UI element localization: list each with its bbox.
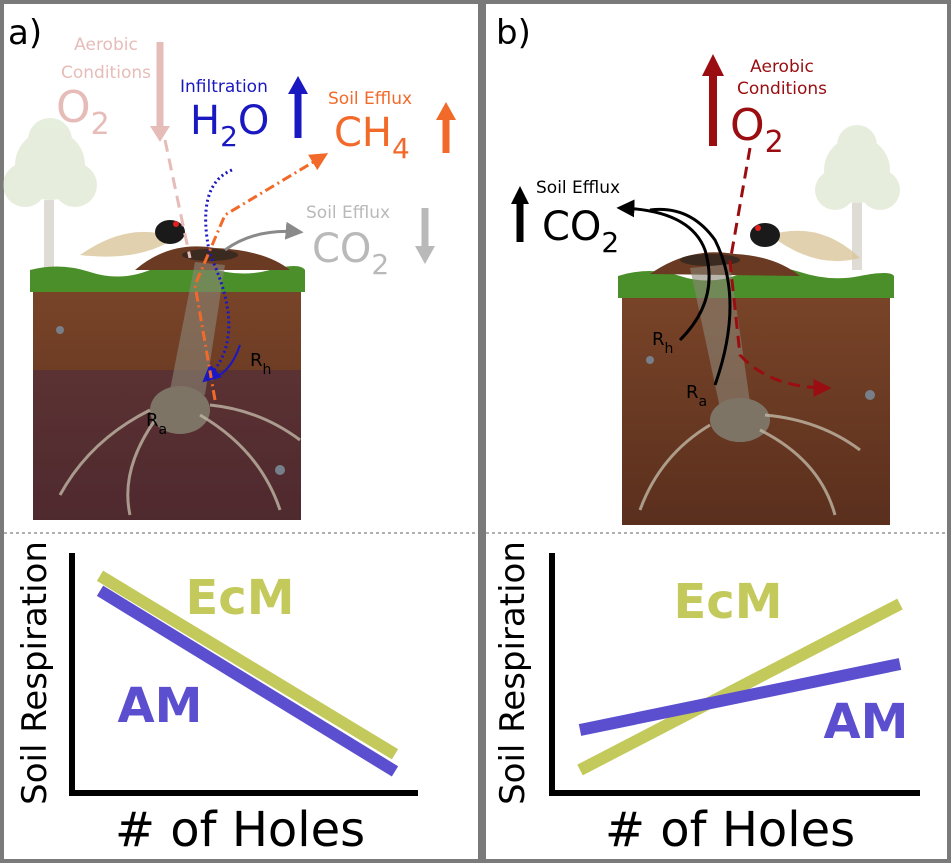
panel-b-illustration [511,54,900,525]
panel-b-label: b) [496,13,531,53]
o2-formula: O2 [56,82,110,142]
chart-a-series-ecm-line [96,570,399,760]
o2-formula-b: O2 [730,100,784,160]
o2-path-line-b [728,147,832,397]
chart-b-series-am-label: AM [824,694,909,750]
chart-a-xlabel: # of Holes [115,802,365,858]
h2o-formula: H2O [190,98,269,153]
co2-up-arrow-head-b [511,186,529,204]
chart-b-ylabel: Soil Respiration [493,541,533,805]
chart-b: Soil Respiration # of Holes EcM AM [493,541,920,858]
ch4-up-arrow-head [436,102,456,120]
h2o-up-arrow-head [288,76,308,94]
chart-b-series-ecm-label: EcM [673,574,782,630]
o2-path-line [163,139,192,259]
chart-a-ylabel: Soil Respiration [15,541,55,805]
chart-a-series-am-line [96,585,399,777]
cicada-icon-b [750,223,860,262]
ra-co2-path-b [649,207,732,386]
o2-caption-line2-b: Conditions [737,79,827,99]
chart-a-series-ecm-label: EcM [185,570,294,626]
cicada-icon [80,220,185,257]
chart-a: Soil Respiration # of Holes EcM AM [15,541,418,858]
rh-co2-path-b [616,199,711,342]
panel-b-frame [482,0,951,863]
soil-block [30,246,305,520]
h2o-infiltration-path [202,168,233,383]
h2o-caption: Infiltration [180,77,268,97]
ra-label-b: Ra [686,382,707,410]
co2-caption-b: Soil Efflux [536,178,620,198]
co2-caption: Soil Efflux [306,203,390,223]
panel-a-labels: a) Aerobic Conditions O2 Infiltration H2… [8,13,412,438]
rh-label: Rh [250,350,271,378]
rh-path [207,344,241,381]
o2-up-arrow-head-b [702,54,724,76]
o2-caption-line1-b: Aerobic [750,57,814,77]
panel-a-frame [0,0,482,863]
o2-caption-line2: Conditions [61,63,151,83]
panel-a-label: a) [8,13,42,53]
o2-caption-line1: Aerobic [74,35,138,55]
panel-a-illustration [3,42,456,520]
chart-b-series-ecm-line [577,598,903,776]
tree-illustration-b [815,125,900,270]
ch4-caption: Soil Efflux [328,89,412,109]
panel-b-labels: b) Aerobic Conditions O2 Soil Efflux CO2… [496,13,827,410]
rh-label-b: Rh [652,329,673,357]
chart-a-series-am-label: AM [118,678,203,734]
ch4-efflux-path [193,153,329,401]
tree-illustration [3,118,97,270]
co2-formula-b: CO2 [542,204,619,259]
co2-efflux-path [224,221,304,252]
chart-b-xlabel: # of Holes [605,802,855,858]
chart-b-series-am-line [578,658,902,736]
soil-block-b [618,252,894,525]
co2-formula: CO2 [312,226,389,281]
ch4-formula: CH4 [334,110,410,165]
o2-down-arrow-head [150,126,170,142]
co2-down-arrow-head [415,246,435,264]
ra-label: Ra [146,410,167,438]
